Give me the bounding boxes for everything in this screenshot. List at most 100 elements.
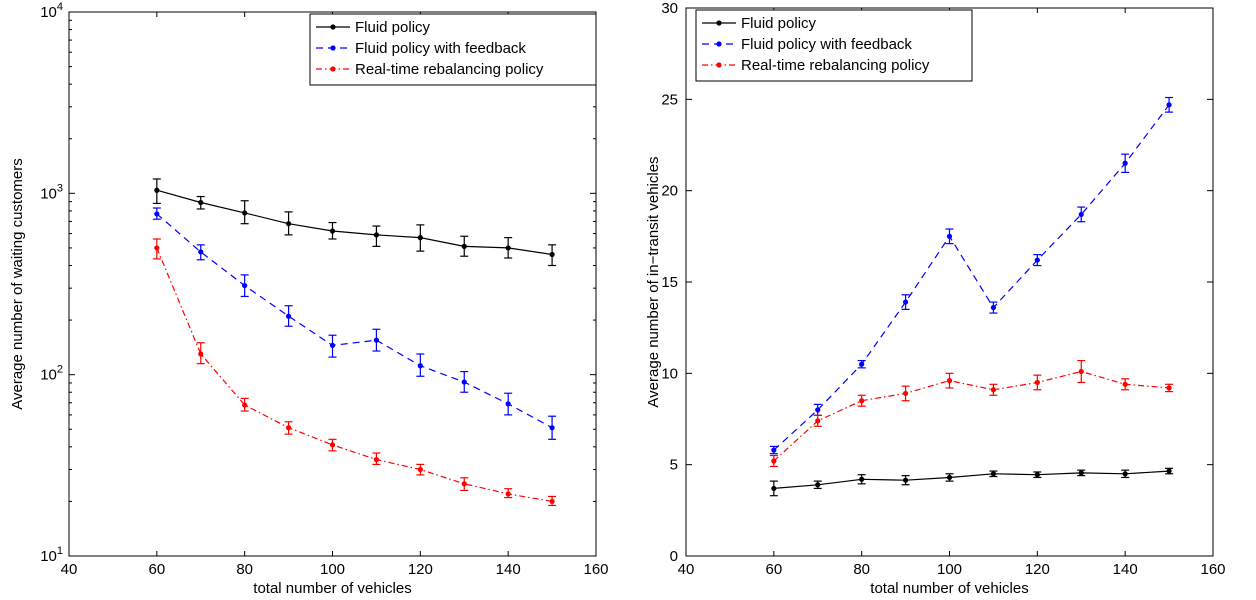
- series-line: [773, 370, 1170, 462]
- x-tick-label: 60: [765, 561, 782, 578]
- x-tick-label: 100: [320, 561, 345, 578]
- data-point: [771, 458, 777, 464]
- data-point: [771, 447, 777, 453]
- data-point: [1122, 381, 1128, 387]
- data-point: [329, 342, 336, 349]
- y-tick-label: 10: [661, 365, 678, 382]
- data-point: [1034, 257, 1040, 263]
- data-point: [815, 418, 821, 424]
- y-tick-label: 0: [670, 548, 678, 565]
- data-point: [373, 457, 380, 463]
- x-tick-label: 80: [236, 561, 253, 578]
- y-tick-label: 15: [661, 274, 678, 291]
- data-point: [285, 221, 292, 227]
- data-point: [549, 498, 555, 505]
- legend-label: Fluid policy with feedback: [741, 36, 912, 53]
- x-tick-label: 40: [678, 561, 695, 578]
- data-point: [859, 476, 865, 482]
- data-point: [242, 210, 248, 216]
- data-point: [198, 199, 204, 206]
- x-tick-label: 140: [1113, 561, 1138, 578]
- data-point: [859, 398, 865, 404]
- data-point: [815, 482, 821, 488]
- legend-swatch-marker: [716, 41, 722, 47]
- data-point: [1122, 471, 1128, 477]
- legend-swatch-marker: [716, 20, 722, 26]
- data-point: [285, 313, 292, 319]
- legend-label: Fluid policy: [355, 19, 431, 36]
- x-tick-label: 100: [937, 561, 962, 578]
- data-point: [1078, 211, 1084, 218]
- x-tick-label: 120: [408, 561, 433, 578]
- data-point: [902, 390, 909, 397]
- data-point: [1166, 468, 1172, 474]
- data-point: [373, 337, 380, 343]
- data-point: [154, 187, 160, 193]
- data-point: [505, 401, 511, 407]
- legend: Fluid policy Fluid policy with feedback Re…: [309, 13, 597, 86]
- y-tick-label: 104: [40, 1, 63, 21]
- data-point: [417, 235, 423, 241]
- data-point: [1078, 368, 1084, 375]
- legend-box: [309, 13, 597, 86]
- y-tick-label: 101: [40, 545, 63, 565]
- legend-swatch-marker: [330, 66, 336, 72]
- legend-label: Fluid policy with feedback: [355, 40, 526, 57]
- legend-label: Fluid policy: [741, 15, 817, 32]
- data-point: [505, 245, 511, 251]
- data-point: [902, 299, 909, 305]
- data-point: [417, 466, 423, 473]
- data-point: [198, 249, 204, 255]
- legend-swatch-marker: [330, 24, 336, 30]
- data-point: [1034, 472, 1040, 478]
- y-tick-label: 20: [661, 183, 678, 200]
- data-point: [1034, 379, 1040, 386]
- data-point: [902, 477, 909, 483]
- data-point: [990, 304, 997, 311]
- legend-swatch-marker: [330, 45, 336, 51]
- y-tick-label: 5: [670, 457, 678, 474]
- x-tick-label: 160: [583, 561, 608, 578]
- data-point: [549, 425, 555, 431]
- series-0: [152, 178, 557, 267]
- plot-frame: [68, 11, 597, 557]
- series-line: [156, 189, 553, 256]
- x-tick-label: 160: [1200, 561, 1225, 578]
- series-line: [773, 470, 1170, 489]
- legend-label: Real-time rebalancing policy: [741, 57, 930, 74]
- data-point: [549, 251, 555, 258]
- data-point: [815, 407, 821, 413]
- legend-box: [695, 9, 973, 82]
- legend-label: Real-time rebalancing policy: [355, 61, 544, 78]
- data-point: [1122, 160, 1128, 166]
- x-tick-label: 80: [853, 561, 870, 578]
- series-line: [156, 213, 553, 429]
- series-1: [152, 207, 557, 440]
- data-point: [198, 351, 204, 357]
- x-tick-label: 140: [496, 561, 521, 578]
- data-point: [154, 245, 160, 251]
- data-point: [285, 425, 292, 431]
- y-tick-label: 30: [661, 0, 678, 17]
- x-tick-label: 120: [1025, 561, 1050, 578]
- data-point: [417, 363, 423, 369]
- data-point: [329, 228, 336, 234]
- y-tick-label: 102: [40, 364, 63, 384]
- data-point: [946, 233, 953, 239]
- data-point: [1166, 102, 1172, 108]
- series-0: [769, 467, 1174, 497]
- series-2: [152, 238, 557, 507]
- series-line: [156, 247, 553, 502]
- x-tick-label: 40: [61, 561, 78, 578]
- data-point: [461, 481, 467, 487]
- data-point: [329, 442, 336, 448]
- data-point: [1166, 385, 1172, 391]
- data-point: [242, 282, 248, 289]
- y-tick-label: 25: [661, 91, 678, 108]
- data-point: [859, 361, 865, 367]
- right-chart-in-transit-vehicles: 40 60 80 100 120 140 160 0 5 10 15 20 25 30 total numb…: [645, 0, 1226, 597]
- legend: Fluid policy Fluid policy with feedback Re…: [695, 9, 973, 82]
- legend-swatch-marker: [716, 62, 722, 68]
- data-point: [771, 485, 777, 492]
- data-point: [242, 402, 248, 408]
